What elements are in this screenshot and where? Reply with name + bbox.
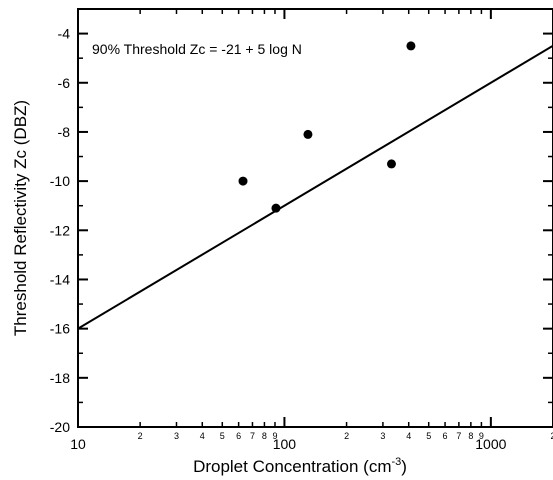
x-minor-tick-label: 6: [236, 431, 241, 441]
x-minor-tick-label: 2: [550, 431, 553, 441]
data-point: [271, 203, 281, 213]
data-point: [303, 129, 313, 139]
fit-annotation: 90% Threshold Zc = -21 + 5 log N: [92, 41, 302, 57]
y-tick-label: -20: [50, 419, 70, 435]
x-minor-tick-label: 9: [272, 431, 277, 441]
y-tick-label: -18: [50, 370, 70, 386]
x-minor-tick-label: 7: [250, 431, 255, 441]
x-minor-tick-label: 2: [138, 431, 143, 441]
x-minor-tick-label: 8: [262, 431, 267, 441]
plot-frame: [77, 8, 553, 428]
x-minor-tick-label: 6: [443, 431, 448, 441]
x-major-tick-label: 10: [70, 436, 86, 452]
fit-line: [77, 44, 553, 330]
x-minor-tick-label: 7: [456, 431, 461, 441]
x-minor-tick-label: 4: [200, 431, 205, 441]
data-point: [406, 41, 416, 51]
x-minor-tick-label: 4: [406, 431, 411, 441]
data-points: [238, 41, 416, 213]
x-axis-title-suffix: ): [401, 457, 407, 476]
y-tick-label: -10: [50, 173, 70, 189]
minor-ticks: 23456789234567892: [138, 9, 553, 441]
x-major-tick-label: 100: [273, 436, 297, 452]
y-tick-label: -12: [50, 222, 70, 238]
x-minor-tick-label: 8: [468, 431, 473, 441]
fit-line-group: [77, 44, 553, 330]
y-tick-label: -6: [58, 75, 71, 91]
x-minor-tick-label: 2: [344, 431, 349, 441]
y-tick-label: -14: [50, 271, 70, 287]
data-point: [238, 176, 248, 186]
x-major-tick-label: 1000: [475, 436, 506, 452]
y-axis-ticks: -20 -18 -16 -14 -12 -10 -8 -6 -4: [50, 26, 553, 435]
x-axis-title: Droplet Concentration (cm-3): [193, 456, 407, 476]
x-axis-ticks: 10 100 1000: [70, 9, 507, 452]
x-axis-title-main: Droplet Concentration (cm: [193, 457, 391, 476]
y-axis-title: Threshold Reflectivity Zc (DBZ): [11, 100, 30, 336]
y-tick-label: -8: [58, 124, 71, 140]
data-point: [386, 159, 396, 169]
x-minor-tick-label: 5: [426, 431, 431, 441]
x-minor-tick-label: 3: [380, 431, 385, 441]
x-minor-tick-label: 9: [479, 431, 484, 441]
y-tick-label: -4: [58, 26, 71, 42]
x-minor-tick-label: 5: [220, 431, 225, 441]
y-tick-label: -16: [50, 321, 70, 337]
x-axis-title-superscript: -3: [391, 456, 401, 468]
x-minor-tick-label: 3: [174, 431, 179, 441]
